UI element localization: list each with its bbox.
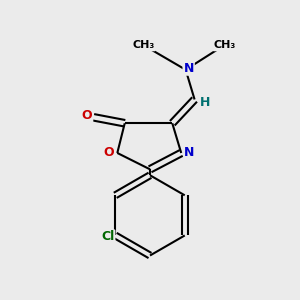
Text: CH₃: CH₃	[132, 40, 154, 50]
Text: N: N	[184, 62, 194, 75]
Text: O: O	[82, 109, 92, 122]
Text: CH₃: CH₃	[214, 40, 236, 50]
Text: O: O	[104, 146, 114, 160]
Text: Cl: Cl	[101, 230, 114, 243]
Text: N: N	[184, 146, 195, 160]
Text: H: H	[200, 96, 210, 109]
